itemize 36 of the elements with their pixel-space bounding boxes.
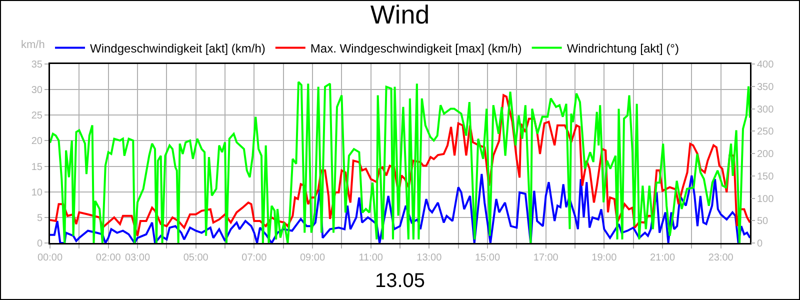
y2-tick-label: 350	[757, 82, 774, 93]
y2-tick-label: 150	[757, 171, 774, 182]
y-tick-label: 20	[31, 136, 43, 148]
legend-label: Windrichtung [akt] (°)	[566, 41, 679, 56]
y-tick-label: 10	[31, 187, 43, 198]
x-tick-label: 21:00	[650, 252, 676, 264]
x-tick-label: 05:00	[183, 252, 209, 264]
x-tick-label: 15:00	[474, 252, 500, 264]
y-tick-label: 35	[31, 60, 43, 70]
x-tick-label: 19:00	[592, 252, 618, 264]
x-tick-label: 07:00	[242, 252, 268, 264]
y-tick-label: 0	[36, 238, 43, 250]
y2-tick-label: 400	[757, 60, 774, 70]
x-tick-label: 17:00	[533, 252, 559, 264]
y2-tick-label: 100	[757, 194, 774, 205]
x-tick-label: 11:00	[358, 252, 384, 264]
x-tick-label: 13:00	[416, 252, 442, 264]
y2-tick-label: 250	[757, 126, 774, 138]
x-tick-label: 23:00	[708, 252, 734, 264]
legend-label: Max. Windgeschwindigkeit [max] (km/h)	[310, 41, 522, 56]
x-axis-title: 13.05	[374, 270, 426, 292]
y2-tick-label: 200	[757, 149, 774, 160]
y-tick-label: 30	[31, 85, 43, 96]
legend-label: Windgeschwindigkeit [akt] (km/h)	[90, 41, 266, 56]
y2-tick-label: 300	[757, 104, 774, 116]
y2-tick-label: 0	[757, 238, 763, 250]
y-axis-title: km/h	[21, 39, 45, 51]
y-tick-label: 15	[31, 162, 43, 173]
x-tick-label: 02:00	[96, 252, 122, 264]
x-tick-label: 09:00	[300, 252, 326, 264]
y2-tick-label: 50	[757, 216, 769, 228]
chart-title: Wind	[370, 0, 430, 30]
x-tick-label: 03:00	[124, 252, 150, 264]
y-tick-label: 5	[36, 212, 43, 224]
y-tick-label: 25	[31, 110, 43, 122]
x-tick-label: 00:00	[37, 252, 63, 264]
